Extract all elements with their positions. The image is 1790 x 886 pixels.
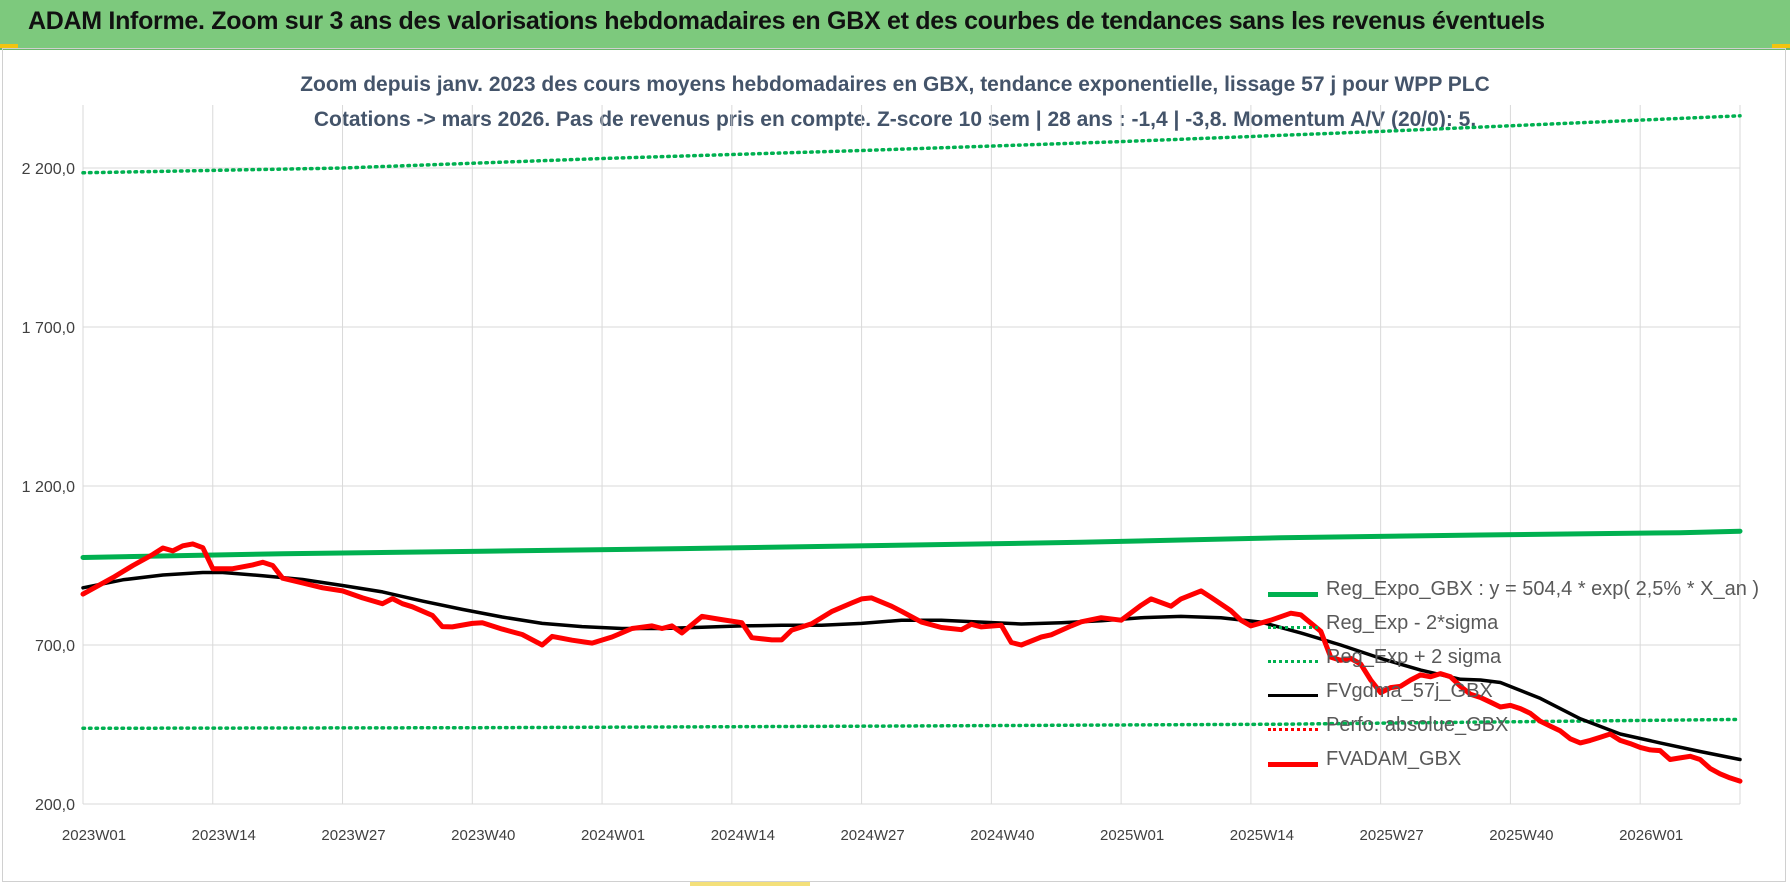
bottom-accent — [690, 882, 810, 886]
legend-swatch — [1268, 694, 1318, 697]
x-tick-label: 2025W01 — [1100, 827, 1164, 844]
legend-swatch — [1268, 762, 1318, 767]
legend-item: FVADAM_GBX — [1268, 748, 1788, 778]
report-banner: ADAM Informe. Zoom sur 3 ans des valoris… — [0, 0, 1790, 50]
series-line-5 — [80, 541, 1743, 784]
banner-accent-left — [0, 44, 18, 48]
legend-label: FVADAM_GBX — [1326, 748, 1462, 770]
x-tick-label: 2023W14 — [192, 827, 256, 844]
legend-item: Reg_Exp + 2 sigma — [1268, 646, 1788, 676]
legend-swatch — [1268, 728, 1318, 731]
y-tick-label: 1 700,0 — [22, 320, 75, 337]
x-tick-label: 2023W01 — [62, 827, 126, 844]
y-tick-label: 700,0 — [35, 638, 75, 655]
x-tick-label: 2025W14 — [1230, 827, 1294, 844]
chart-subtitle: Cotations -> mars 2026. Pas de revenus p… — [313, 108, 1477, 131]
series-line-0 — [80, 528, 1743, 560]
chart-title: Zoom depuis janv. 2023 des cours moyens … — [300, 73, 1490, 96]
x-tick-label: 2024W27 — [840, 827, 904, 844]
x-axis-ticks: 2023W01 2023W14 2023W27 2023W40 2024W01 2024W… — [62, 827, 1683, 844]
legend-swatch — [1268, 660, 1318, 663]
x-tick-label: 2023W27 — [321, 827, 385, 844]
legend-swatch — [1268, 626, 1318, 629]
chart-frame — [2, 48, 1786, 882]
legend-item: Reg_Exp - 2*sigma — [1268, 612, 1788, 642]
x-tick-label: 2025W40 — [1489, 827, 1553, 844]
legend-item: Reg_Expo_GBX : y = 504,4 * exp( 2,5% * X… — [1268, 578, 1788, 608]
x-tick-label: 2023W40 — [451, 827, 515, 844]
y-tick-label: 200,0 — [35, 797, 75, 814]
y-tick-label: 1 200,0 — [22, 479, 75, 496]
y-tick-label: 2 200,0 — [22, 161, 75, 178]
x-tick-label: 2024W14 — [711, 827, 775, 844]
legend-item: FVgdma_57j_GBX — [1268, 680, 1788, 710]
y-axis-ticks: 200,0 700,0 1 200,0 1 700,0 2 200,0 — [22, 161, 75, 814]
x-tick-label: 2024W40 — [970, 827, 1034, 844]
legend-swatch — [1268, 592, 1318, 597]
x-tick-label: 2026W01 — [1619, 827, 1683, 844]
report-title: ADAM Informe. Zoom sur 3 ans des valoris… — [28, 7, 1545, 35]
legend-label: Reg_Exp - 2*sigma — [1326, 612, 1499, 634]
series-layer — [80, 114, 1743, 784]
x-tick-label: 2025W27 — [1360, 827, 1424, 844]
legend-label: Perfo. absolue_GBX — [1326, 714, 1509, 736]
legend-item: Perfo. absolue_GBX — [1268, 714, 1788, 744]
series-line-2 — [81, 114, 1742, 175]
series-line-1 — [81, 717, 1742, 731]
banner-accent-right — [1772, 44, 1790, 48]
legend-label: Reg_Expo_GBX : y = 504,4 * exp( 2,5% * X… — [1326, 578, 1760, 600]
legend-label: Reg_Exp + 2 sigma — [1326, 646, 1502, 668]
x-tick-label: 2024W01 — [581, 827, 645, 844]
legend-label: FVgdma_57j_GBX — [1326, 680, 1493, 702]
